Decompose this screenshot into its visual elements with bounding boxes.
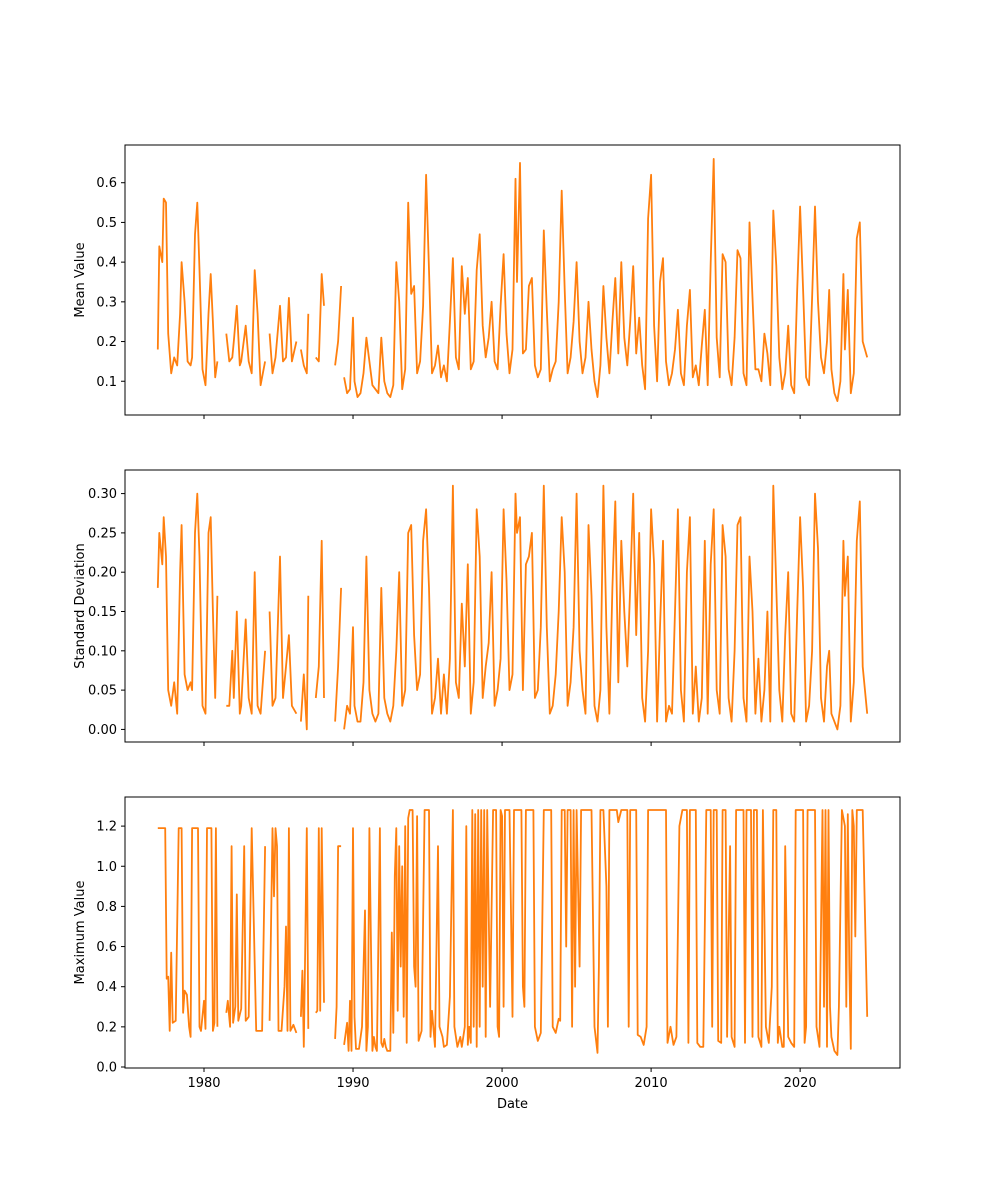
maximum-value-y-tick-label: 1.2 [96, 820, 117, 835]
standard-deviation-series-segment-3 [300, 595, 310, 731]
maximum-value-y-axis-label: Maximum Value [73, 881, 88, 985]
maximum-value-y-tick-label: 0.4 [96, 980, 117, 995]
x-tick-label: 2020 [784, 1076, 817, 1091]
mean-value-series-segment-2 [268, 297, 298, 375]
maximum-value-series-segment-0 [157, 827, 219, 1038]
standard-deviation-axes-frame [124, 469, 901, 743]
standard-deviation-series-segment-2 [268, 555, 298, 715]
standard-deviation-y-tick-label: 0.15 [88, 605, 117, 620]
maximum-value-y-tick-label: 0.8 [96, 900, 117, 915]
maximum-value-y-tick-label: 0.0 [96, 1060, 117, 1075]
mean-value-y-tick-label: 0.4 [96, 256, 117, 271]
standard-deviation-series-segment-5 [334, 587, 342, 722]
x-tick-label: 2010 [635, 1076, 668, 1091]
standard-deviation-y-tick-label: 0.30 [88, 487, 117, 502]
standard-deviation-y-tick-label: 0.05 [88, 684, 117, 699]
standard-deviation-y-tick-label: 0.00 [88, 723, 117, 738]
mean-value-series-segment-4 [315, 273, 325, 363]
x-tick-label: 1990 [336, 1076, 369, 1091]
mean-value-subplot: 0.1 0.2 0.3 0.4 0.5 0.6 Mean Value [73, 144, 901, 419]
maximum-value-y-tick-label: 0.6 [96, 940, 117, 955]
standard-deviation-series-segment-1 [226, 571, 266, 715]
mean-value-series-segment-6 [343, 158, 869, 402]
mean-value-y-tick-label: 0.3 [96, 295, 117, 310]
standard-deviation-series-segment-6 [343, 484, 869, 731]
maximum-value-series-segment-3 [300, 827, 310, 1048]
standard-deviation-y-axis-label: Standard Deviation [73, 543, 88, 668]
x-axis-label: Date [497, 1097, 528, 1112]
mean-value-y-tick-label: 0.5 [96, 216, 117, 231]
maximum-value-series-segment-6 [343, 809, 869, 1056]
standard-deviation-subplot: 0.00 0.05 0.10 0.15 0.20 0.25 0.30 Standard Dev… [73, 469, 901, 746]
standard-deviation-y-tick-label: 0.25 [88, 526, 117, 541]
maximum-value-axes-frame [124, 796, 901, 1069]
mean-value-y-tick-label: 0.2 [96, 335, 117, 350]
maximum-value-series-segment-1 [225, 827, 266, 1032]
maximum-value-series-segment-4 [315, 827, 325, 1014]
maximum-value-y-tick-label: 1.0 [96, 860, 117, 875]
standard-deviation-y-tick-label: 0.10 [88, 644, 117, 659]
mean-value-axes-frame [124, 144, 901, 416]
mean-value-y-tick-label: 0.6 [96, 176, 117, 191]
standard-deviation-y-tick-label: 0.20 [88, 566, 117, 581]
standard-deviation-series-segment-0 [156, 492, 219, 715]
mean-value-y-axis-label: Mean Value [73, 242, 88, 317]
maximum-value-series-segment-5 [334, 845, 342, 1039]
mean-value-series-segment-0 [156, 197, 219, 387]
x-tick-label: 2000 [486, 1076, 519, 1091]
maximum-value-series-segment-2 [268, 827, 298, 1034]
mean-value-series-segment-5 [334, 285, 342, 366]
mean-value-series-segment-1 [225, 269, 266, 387]
x-tick-label: 1980 [187, 1076, 220, 1091]
maximum-value-y-tick-label: 0.2 [96, 1020, 117, 1035]
standard-deviation-series-segment-4 [314, 539, 325, 699]
mean-value-y-tick-label: 0.1 [96, 375, 117, 390]
mean-value-series-segment-3 [300, 313, 310, 375]
maximum-value-subplot: 0.0 0.2 0.4 0.6 0.8 1.0 1.2 1980 1990 2000 2010 202… [73, 796, 901, 1112]
